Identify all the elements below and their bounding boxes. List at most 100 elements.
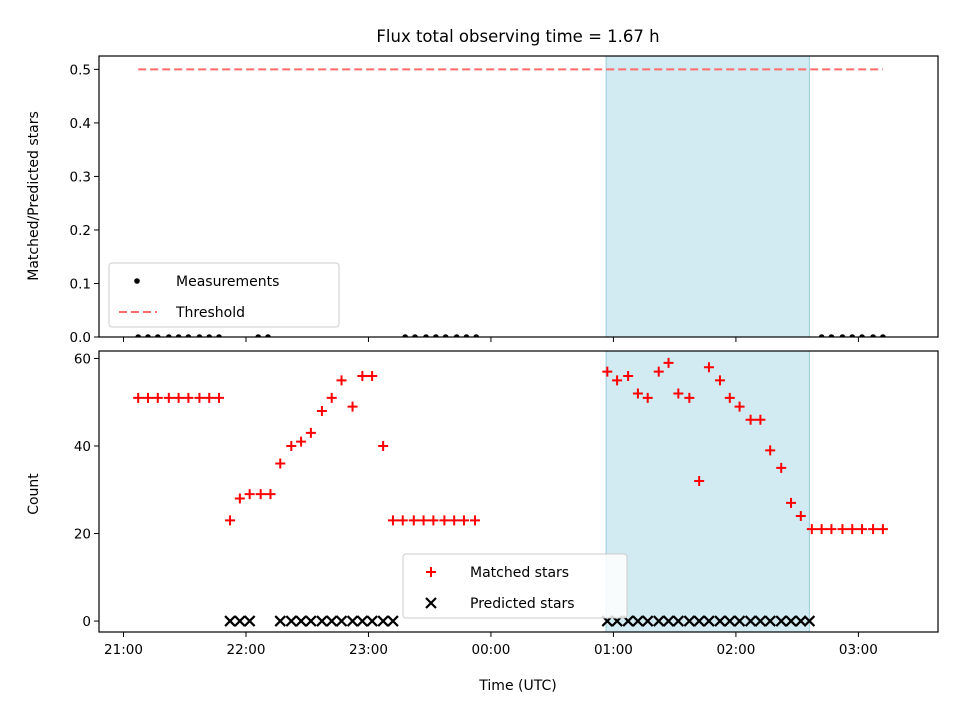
predicted-stars-point bbox=[683, 615, 696, 627]
predicted-stars-point bbox=[356, 615, 369, 627]
matched-stars-point bbox=[847, 524, 858, 535]
matched-stars-point bbox=[234, 493, 245, 504]
matched-stars-point bbox=[745, 414, 756, 425]
predicted-stars-point bbox=[274, 615, 287, 627]
measurements-point bbox=[145, 334, 151, 337]
measurements-point bbox=[839, 334, 846, 337]
matched-stars-point bbox=[255, 489, 266, 500]
matched-stars-point bbox=[163, 392, 174, 403]
predicted-stars-point bbox=[285, 615, 298, 627]
legend-label: Threshold bbox=[175, 305, 245, 321]
predicted-stars-point bbox=[672, 615, 685, 627]
matched-stars-point bbox=[724, 392, 735, 403]
predicted-stars-point bbox=[775, 615, 788, 627]
observing-window bbox=[605, 350, 810, 633]
predicted-stars-point bbox=[662, 615, 675, 627]
matched-stars-point bbox=[868, 524, 879, 535]
observing-window bbox=[605, 55, 810, 338]
measurements-point bbox=[880, 334, 886, 337]
plot-layer: 0.00.10.20.30.40.5MeasurementsThreshold0… bbox=[70, 55, 939, 658]
legend: Matched stars Predicted stars bbox=[402, 553, 628, 619]
predicted-stars-point bbox=[785, 615, 797, 627]
matched-stars-point bbox=[439, 515, 450, 526]
x-tick-label: 22:00 bbox=[227, 642, 266, 658]
matched-stars-point bbox=[765, 445, 776, 456]
predicted-stars-point bbox=[243, 615, 256, 627]
x-axis-label: Time (UTC) bbox=[478, 678, 556, 694]
y-tick-label: 0.4 bbox=[70, 116, 91, 132]
matched-stars-point bbox=[214, 392, 225, 403]
predicted-stars-point bbox=[224, 615, 236, 627]
matched-stars-point bbox=[296, 436, 307, 447]
measurements-point bbox=[196, 334, 203, 337]
y-tick-label: 0.2 bbox=[70, 223, 91, 239]
matched-stars-point bbox=[857, 524, 868, 535]
matched-stars-point bbox=[714, 375, 725, 386]
matched-stars-point bbox=[786, 497, 797, 508]
matched-stars-point bbox=[367, 370, 378, 381]
matched-stars-point bbox=[816, 524, 827, 535]
measurements-point bbox=[206, 334, 213, 337]
predicted-stars-point bbox=[335, 615, 348, 627]
measurements-point bbox=[255, 334, 262, 337]
matched-stars-point bbox=[673, 388, 684, 399]
predicted-stars-point bbox=[387, 615, 399, 627]
panel-count: 0 20 40 60 21:00 22:00 23:00 00:00 01:00 02:00 03:… bbox=[74, 350, 939, 658]
matched-stars-point bbox=[286, 440, 297, 451]
predicted-stars-point bbox=[346, 615, 359, 627]
predicted-stars-point bbox=[693, 615, 705, 627]
x-tick-label: 21:00 bbox=[104, 642, 143, 658]
matched-stars-point bbox=[470, 515, 481, 526]
matched-stars-point bbox=[734, 401, 745, 412]
x-tick-label: 01:00 bbox=[594, 642, 633, 658]
matched-stars-point bbox=[684, 392, 695, 403]
predicted-stars-point bbox=[754, 615, 767, 627]
measurements-point bbox=[828, 334, 835, 337]
y-tick-label: 20 bbox=[74, 527, 91, 543]
matched-stars-point bbox=[877, 524, 888, 535]
legend-box bbox=[402, 553, 628, 619]
matched-stars-point bbox=[225, 515, 236, 526]
bottom-y-axis-label: Count bbox=[26, 473, 42, 515]
y-tick-label: 0.1 bbox=[70, 276, 91, 292]
matched-stars-point bbox=[418, 515, 429, 526]
matched-stars-point bbox=[244, 489, 255, 500]
y-tick-label: 40 bbox=[74, 439, 91, 455]
matched-stars-point bbox=[632, 388, 643, 399]
measurements-point bbox=[175, 334, 182, 337]
matched-stars-point bbox=[795, 511, 806, 522]
predicted-stars-point bbox=[703, 615, 715, 627]
matched-stars-point bbox=[408, 515, 419, 526]
matched-stars-point bbox=[623, 370, 634, 381]
measurements-point bbox=[423, 334, 429, 337]
predicted-stars-point bbox=[632, 615, 644, 627]
measurements-point bbox=[433, 334, 439, 337]
matched-stars-point bbox=[703, 362, 714, 373]
measurements-point bbox=[265, 334, 271, 337]
legend-plus-icon bbox=[426, 567, 436, 577]
matched-stars-point bbox=[336, 375, 347, 386]
matched-stars-point bbox=[347, 401, 358, 412]
matched-stars-point bbox=[316, 405, 327, 416]
legend-label: Predicted stars bbox=[470, 596, 575, 612]
x-tick-label: 03:00 bbox=[839, 642, 878, 658]
matched-stars-point bbox=[183, 392, 194, 403]
x-tick-label: 00:00 bbox=[471, 642, 510, 658]
matched-stars-point bbox=[776, 462, 787, 473]
matched-stars-point bbox=[194, 392, 205, 403]
predicted-stars-point bbox=[316, 615, 328, 627]
y-tick-label: 0 bbox=[82, 614, 91, 630]
x-tick-label: 02:00 bbox=[716, 642, 755, 658]
predicted-stars-point bbox=[724, 615, 736, 627]
legend-label: Measurements bbox=[176, 274, 279, 290]
predicted-stars-point bbox=[652, 615, 665, 627]
measurements-point bbox=[185, 334, 192, 337]
chart-title: Flux total observing time = 1.67 h bbox=[376, 27, 659, 46]
predicted-stars-point bbox=[764, 615, 776, 627]
matched-stars-point bbox=[755, 414, 766, 425]
measurements-point bbox=[870, 334, 876, 337]
measurements-point bbox=[859, 334, 865, 337]
matched-stars-point bbox=[694, 475, 705, 486]
panel-ratio: 0.0 0.1 0.2 0.3 0.4 0.5 Measurements Threshold bbox=[70, 55, 939, 346]
